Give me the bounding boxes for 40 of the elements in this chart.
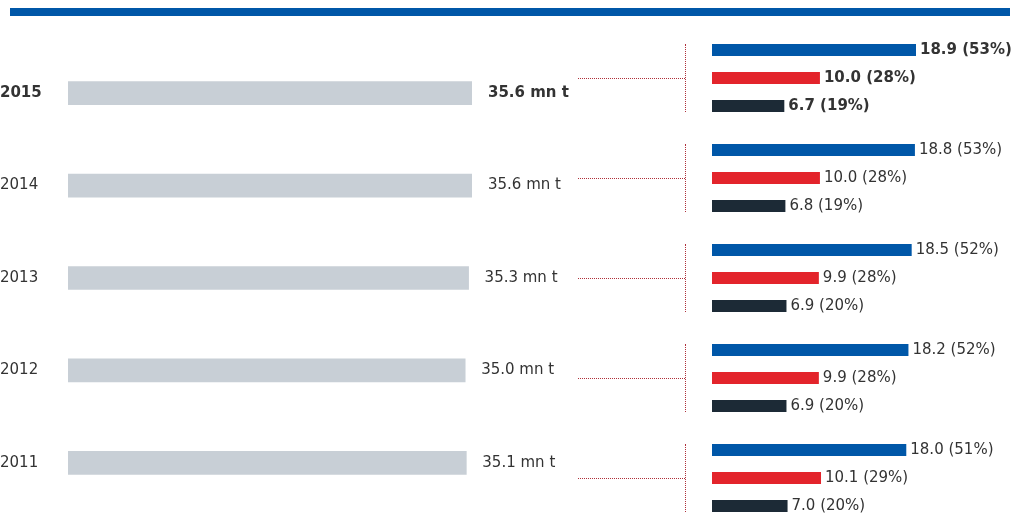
y-tick-label: 2014	[0, 175, 39, 194]
bar	[712, 271, 819, 285]
bar	[712, 343, 909, 357]
y-tick-label: 2011	[0, 452, 39, 471]
bar	[712, 171, 820, 185]
y-tick-label: 2013	[0, 267, 39, 286]
data-label: 18.5 (52%)	[915, 239, 999, 258]
data-label: 35.1 mn t	[482, 452, 556, 471]
data-label: 6.7 (19%)	[788, 95, 870, 114]
bar	[712, 99, 785, 113]
data-label: 9.9 (28%)	[822, 267, 897, 286]
data-label: 9.9 (28%)	[822, 367, 897, 386]
data-label: 35.0 mn t	[481, 360, 555, 379]
bar	[712, 399, 787, 413]
y-tick-label: 2012	[0, 360, 39, 379]
y-tick-label: 2015	[0, 83, 42, 102]
data-label: 10.0 (28%)	[823, 67, 916, 86]
data-label: 18.0 (51%)	[910, 439, 994, 458]
data-label: 18.9 (53%)	[920, 39, 1012, 58]
data-label: 10.0 (28%)	[823, 167, 908, 186]
bar	[712, 243, 912, 257]
data-label: 6.9 (20%)	[790, 395, 865, 414]
data-label: 7.0 (20%)	[791, 495, 866, 514]
data-label: 35.3 mn t	[484, 267, 558, 286]
bar	[712, 471, 822, 485]
data-label: 35.6 mn t	[488, 83, 569, 102]
data-label: 18.8 (53%)	[918, 139, 1003, 158]
data-label: 6.8 (19%)	[789, 195, 864, 214]
data-label: 10.1 (29%)	[825, 467, 909, 486]
data-label: 6.9 (20%)	[790, 295, 865, 314]
bar	[712, 71, 820, 85]
bar	[712, 443, 907, 457]
bar	[712, 143, 915, 157]
bar	[712, 371, 819, 385]
bar	[712, 499, 788, 513]
data-label: 18.2 (52%)	[912, 339, 996, 358]
bar	[712, 43, 916, 57]
bar	[712, 299, 787, 313]
bar	[712, 199, 786, 213]
data-label: 35.6 mn t	[488, 175, 562, 194]
